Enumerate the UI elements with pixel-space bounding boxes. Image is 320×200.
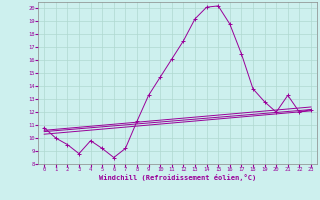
X-axis label: Windchill (Refroidissement éolien,°C): Windchill (Refroidissement éolien,°C) — [99, 174, 256, 181]
